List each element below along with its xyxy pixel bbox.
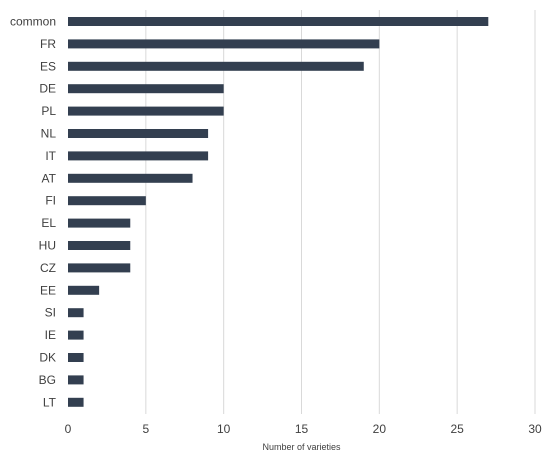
- x-axis-title: Number of varieties: [262, 442, 341, 452]
- bar-BG: [68, 375, 84, 385]
- bar-EL: [68, 218, 131, 228]
- x-tick-label: 15: [295, 422, 309, 436]
- category-label: BG: [39, 373, 56, 387]
- category-label: FI: [45, 194, 56, 208]
- bar-DK: [68, 353, 84, 362]
- bar-FR: [68, 39, 380, 49]
- category-label: SI: [45, 306, 56, 320]
- bar-ES: [68, 61, 364, 71]
- bar-NL: [68, 129, 209, 138]
- category-labels: common FR ES DE PL NL IT AT FI EL HU CZ EE SI IE DK BG LT: [10, 15, 57, 410]
- bar-DE: [68, 84, 224, 94]
- bars: [68, 17, 489, 407]
- x-tick-labels: 0 5 10 15 20 25 30: [65, 422, 542, 436]
- bar-SI: [68, 308, 84, 318]
- x-tick-label: 5: [142, 422, 149, 436]
- category-label: IT: [45, 149, 56, 163]
- category-label: LT: [43, 395, 57, 409]
- bar-LT: [68, 397, 84, 407]
- bar-EE: [68, 285, 100, 295]
- category-label: HU: [39, 239, 56, 253]
- gridlines: [145, 10, 536, 414]
- category-label: EE: [40, 283, 56, 297]
- bar-PL: [68, 106, 224, 116]
- bar-HU: [68, 241, 131, 250]
- x-tick-label: 25: [450, 422, 464, 436]
- bar-CZ: [68, 263, 131, 273]
- category-label: EL: [41, 216, 56, 230]
- category-label: FR: [40, 37, 56, 51]
- bar-FI: [68, 196, 146, 206]
- x-tick-label: 0: [65, 422, 72, 436]
- bar-AT: [68, 173, 193, 183]
- bar-common: [68, 17, 489, 26]
- category-label: common: [10, 15, 56, 29]
- bar-IT: [68, 151, 209, 161]
- x-tick-label: 20: [373, 422, 387, 436]
- bar-IE: [68, 330, 84, 340]
- category-label: CZ: [40, 261, 56, 275]
- category-label: AT: [42, 171, 57, 185]
- category-label: NL: [41, 127, 57, 141]
- category-label: PL: [41, 104, 56, 118]
- category-label: ES: [40, 59, 56, 73]
- category-label: IE: [45, 328, 56, 342]
- x-tick-label: 10: [217, 422, 231, 436]
- category-label: DK: [39, 351, 56, 365]
- category-label: DE: [39, 82, 56, 96]
- x-tick-label: 30: [528, 422, 542, 436]
